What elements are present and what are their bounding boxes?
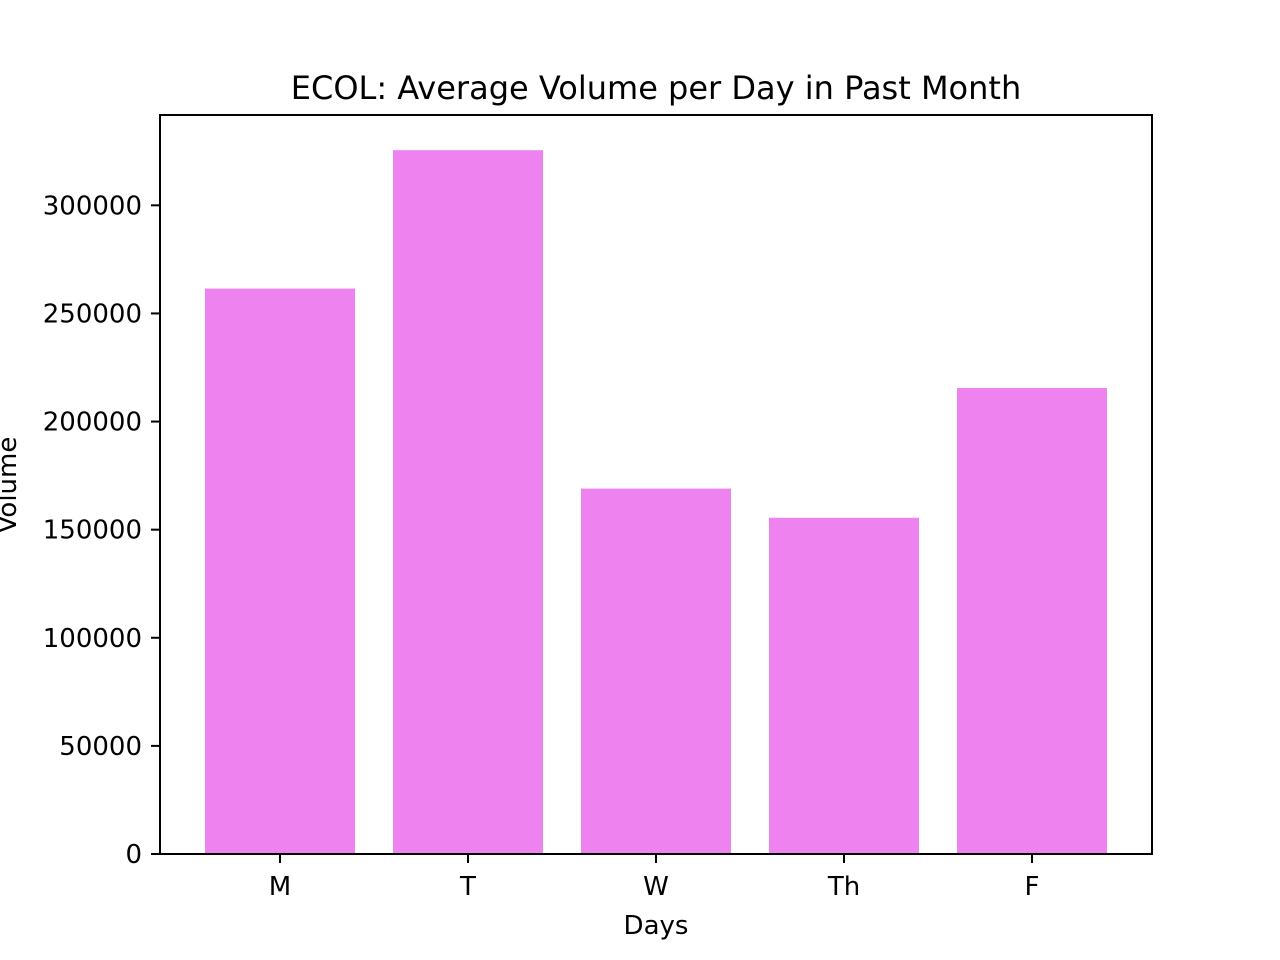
bar-w [581, 488, 731, 854]
y-tick-label: 250000 [43, 299, 142, 329]
y-tick-label: 300000 [43, 191, 142, 221]
x-tick-label: Th [827, 872, 860, 902]
bar-f [957, 388, 1107, 854]
y-axis-title: Volume [0, 437, 23, 534]
chart-title: ECOL: Average Volume per Day in Past Mon… [291, 69, 1021, 107]
y-tick-label: 200000 [43, 408, 142, 438]
x-tick-label: F [1025, 872, 1040, 902]
bar-m [205, 288, 355, 854]
x-tick-label: W [643, 872, 669, 902]
y-axis: 0 50000 100000 150000 200000 250000 300000 [43, 191, 160, 870]
x-tick-label: M [269, 872, 291, 902]
y-tick-label: 0 [125, 840, 142, 870]
y-tick-label: 150000 [43, 516, 142, 546]
bar-th [769, 517, 919, 854]
bar-t [393, 150, 543, 854]
y-tick-label: 50000 [59, 732, 142, 762]
bars-layer [205, 150, 1107, 854]
y-tick-label: 100000 [43, 624, 142, 654]
x-tick-label: T [459, 872, 476, 902]
x-axis-title: Days [624, 911, 689, 941]
plot-frame [159, 114, 1153, 855]
x-axis: M T W Th F [269, 854, 1040, 902]
